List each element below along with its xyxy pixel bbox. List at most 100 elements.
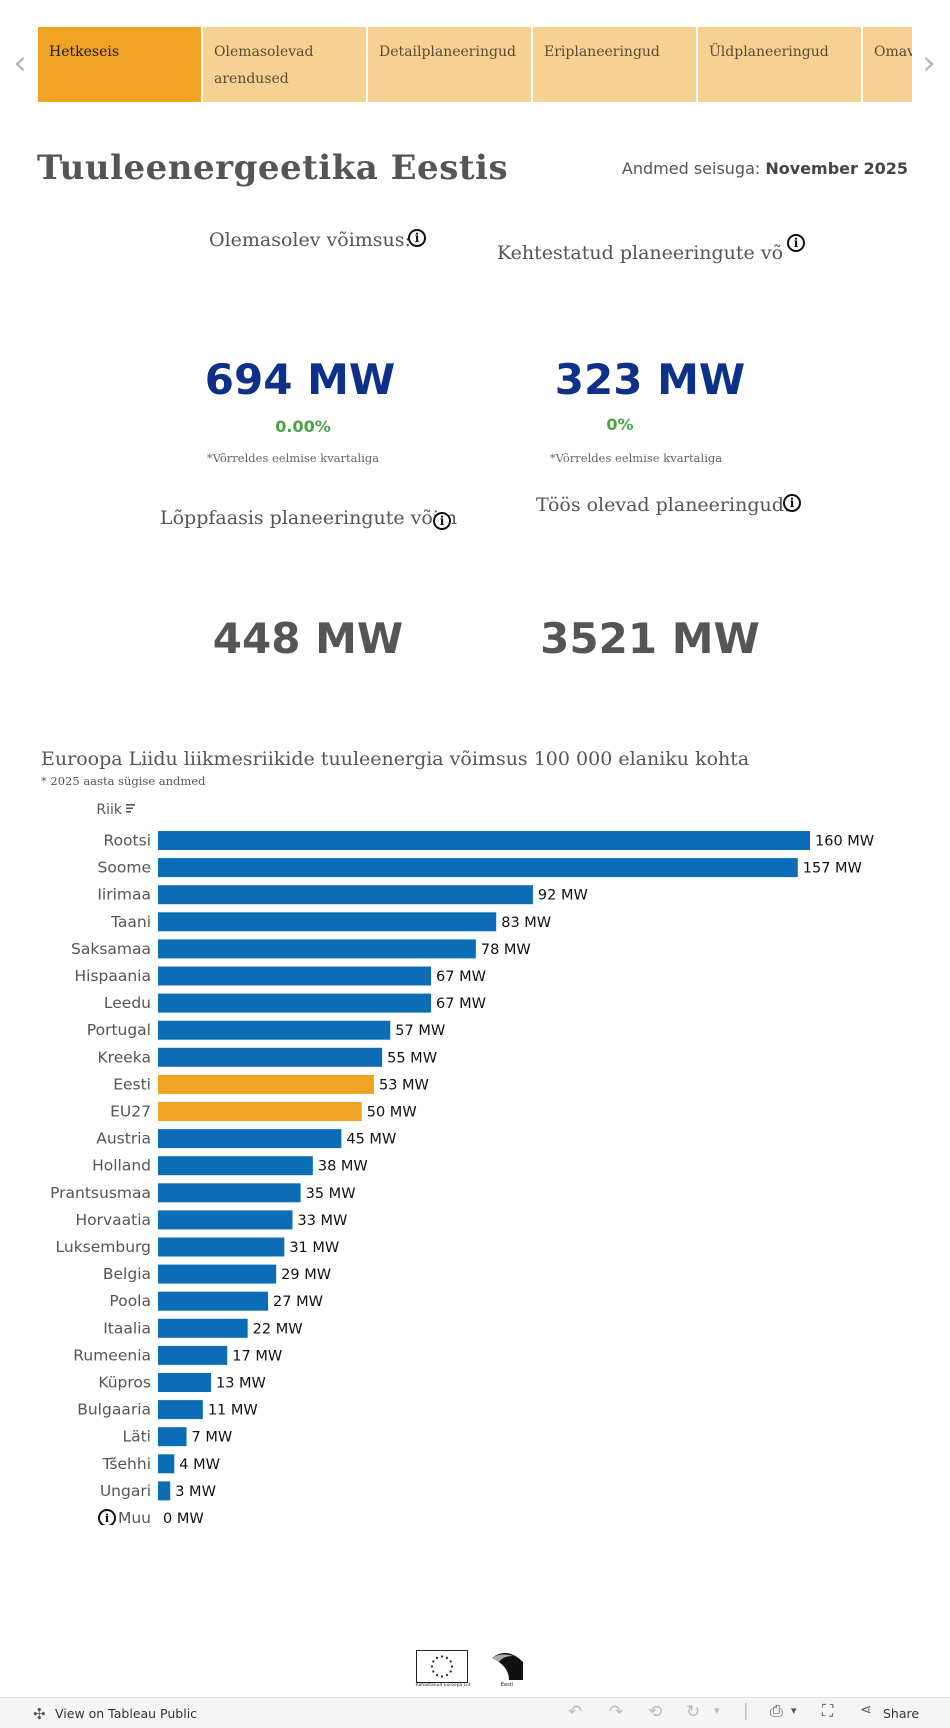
data-label: 31 MW bbox=[289, 1240, 339, 1256]
info-icon[interactable]: i bbox=[787, 234, 805, 252]
info-icon[interactable]: i bbox=[98, 1509, 116, 1525]
as-of-value: November 2025 bbox=[765, 159, 908, 178]
data-label: 7 MW bbox=[192, 1430, 233, 1446]
info-icon[interactable]: i bbox=[433, 512, 451, 530]
bar[interactable] bbox=[158, 1291, 269, 1311]
tabs-next-arrow[interactable]: › bbox=[922, 43, 936, 83]
bar[interactable] bbox=[158, 939, 476, 959]
bar[interactable] bbox=[158, 885, 533, 905]
bar[interactable] bbox=[158, 1129, 342, 1149]
download-icon[interactable]: ⎙ bbox=[770, 1701, 783, 1720]
category-label: Horvaatia bbox=[75, 1211, 151, 1229]
bar[interactable] bbox=[158, 1047, 383, 1067]
data-as-of: Andmed seisuga: November 2025 bbox=[622, 159, 908, 178]
bar[interactable] bbox=[158, 1373, 211, 1392]
bar[interactable] bbox=[158, 1237, 285, 1257]
tab-olemasolevad-arendused[interactable]: Olemasolevad arendused bbox=[203, 27, 366, 102]
bar[interactable] bbox=[158, 1400, 203, 1420]
data-label: 55 MW bbox=[387, 1050, 437, 1066]
as-of-label: Andmed seisuga: bbox=[621, 159, 766, 178]
eu-flag-icon bbox=[416, 1650, 468, 1683]
tab-hetkeseis[interactable]: Hetkeseis bbox=[38, 27, 201, 102]
data-label: 67 MW bbox=[436, 996, 486, 1012]
chart-title: Euroopa Liidu liikmesriikide tuuleenergi… bbox=[41, 748, 750, 770]
kpi-existing-label: Olemasolev võimsus: bbox=[209, 229, 411, 251]
category-label: EU27 bbox=[110, 1103, 151, 1121]
bar[interactable] bbox=[158, 1210, 293, 1230]
download-dropdown-icon[interactable]: ▾ bbox=[791, 1704, 797, 1717]
tab-yldplaneeringud[interactable]: Üldplaneeringud bbox=[698, 27, 861, 102]
category-label: Läti bbox=[122, 1428, 151, 1446]
data-label: 35 MW bbox=[306, 1186, 356, 1202]
category-label: Holland bbox=[92, 1157, 151, 1175]
data-label: 17 MW bbox=[232, 1348, 282, 1364]
kpi-final-value: 448 MW bbox=[212, 614, 404, 663]
eu-logo: Rahastanud Euroopa Liit bbox=[415, 1650, 471, 1688]
fullscreen-icon[interactable]: ⛶ bbox=[822, 1701, 834, 1720]
bar[interactable] bbox=[158, 1156, 313, 1176]
category-label: Hispaania bbox=[74, 967, 151, 985]
bar[interactable] bbox=[158, 1183, 301, 1203]
undo-icon[interactable]: ↶ bbox=[568, 1702, 583, 1722]
category-label: Muu bbox=[118, 1509, 151, 1525]
data-label: 67 MW bbox=[436, 969, 486, 985]
estonia-logo: Eesti bbox=[487, 1648, 527, 1688]
data-label: 3 MW bbox=[175, 1484, 216, 1500]
data-label: 78 MW bbox=[481, 942, 531, 958]
category-label: Poola bbox=[109, 1292, 151, 1310]
bar[interactable] bbox=[158, 1074, 374, 1094]
page-title: Tuuleenergeetika Eestis bbox=[37, 148, 509, 188]
bar[interactable] bbox=[158, 1427, 187, 1447]
kpi-approved-label: Kehtestatud planeeringute võimsus bbox=[497, 242, 783, 264]
info-icon[interactable]: i bbox=[408, 229, 426, 247]
tab-omav[interactable]: Omav bbox=[863, 27, 912, 102]
category-label: Saksamaa bbox=[71, 940, 151, 958]
refresh-icon[interactable]: ↻ bbox=[686, 1702, 701, 1722]
bar[interactable] bbox=[158, 1454, 175, 1474]
svg-text:i: i bbox=[105, 1512, 109, 1525]
redo-icon[interactable]: ↷ bbox=[609, 1702, 624, 1722]
refresh-dropdown-icon[interactable]: ▾ bbox=[714, 1704, 720, 1717]
data-label: 53 MW bbox=[379, 1077, 429, 1093]
bar[interactable] bbox=[158, 1020, 391, 1040]
bar[interactable] bbox=[158, 993, 432, 1013]
revert-icon[interactable]: ⟲ bbox=[648, 1702, 663, 1722]
data-label: 45 MW bbox=[346, 1132, 396, 1148]
bar[interactable] bbox=[158, 1318, 248, 1338]
tab-eriplaneeringud[interactable]: Eriplaneeringud bbox=[533, 27, 696, 102]
data-label: 50 MW bbox=[367, 1105, 417, 1121]
data-label: 4 MW bbox=[179, 1457, 220, 1473]
category-label: Rumeenia bbox=[73, 1346, 151, 1364]
category-label: Luksemburg bbox=[56, 1238, 151, 1256]
info-icon[interactable]: i bbox=[783, 494, 801, 512]
tabs-prev-arrow[interactable]: ‹ bbox=[13, 43, 27, 83]
kpi-in-progress-label: Töös olevad planeeringud: bbox=[536, 494, 791, 516]
bar[interactable] bbox=[158, 1481, 171, 1501]
data-label: 22 MW bbox=[253, 1321, 303, 1337]
category-label: Ungari bbox=[100, 1482, 151, 1500]
sort-icon[interactable] bbox=[126, 804, 135, 813]
bar[interactable] bbox=[158, 966, 432, 986]
category-label: Bulgaaria bbox=[77, 1401, 151, 1419]
view-on-tableau-link[interactable]: View on Tableau Public bbox=[55, 1706, 198, 1721]
tab-detailplaneeringud[interactable]: Detailplaneeringud bbox=[368, 27, 531, 102]
bar[interactable] bbox=[158, 1345, 228, 1365]
category-label: Küpros bbox=[98, 1374, 151, 1392]
data-label: 92 MW bbox=[538, 888, 588, 904]
bar[interactable] bbox=[158, 1264, 277, 1284]
share-icon[interactable]: ⋖ bbox=[860, 1702, 872, 1718]
data-label: 0 MW bbox=[163, 1511, 204, 1525]
data-label: 83 MW bbox=[501, 915, 551, 931]
column-header-riik: Riik bbox=[96, 802, 123, 818]
bar[interactable] bbox=[158, 858, 798, 878]
kpi-approved-note: *Võrreldes eelmise kvartaliga bbox=[549, 451, 723, 465]
share-button[interactable]: Share bbox=[883, 1706, 920, 1721]
tableau-footer: ✣ View on Tableau Public ↶ ↷ ⟲ ↻ ▾ | ⎙ ▾… bbox=[0, 1697, 950, 1728]
chart-subtitle: * 2025 aasta sügise andmed bbox=[41, 774, 206, 788]
bar[interactable] bbox=[158, 1102, 362, 1121]
bar-chart: Riik Rootsi 160 MW Soome 157 MW Iirimaa 92 MW T… bbox=[50, 802, 874, 1525]
bar[interactable] bbox=[158, 831, 810, 850]
bar[interactable] bbox=[158, 912, 497, 932]
kpi-existing-value: 694 MW bbox=[204, 355, 396, 404]
kpi-approved-change: 0% bbox=[606, 415, 634, 434]
